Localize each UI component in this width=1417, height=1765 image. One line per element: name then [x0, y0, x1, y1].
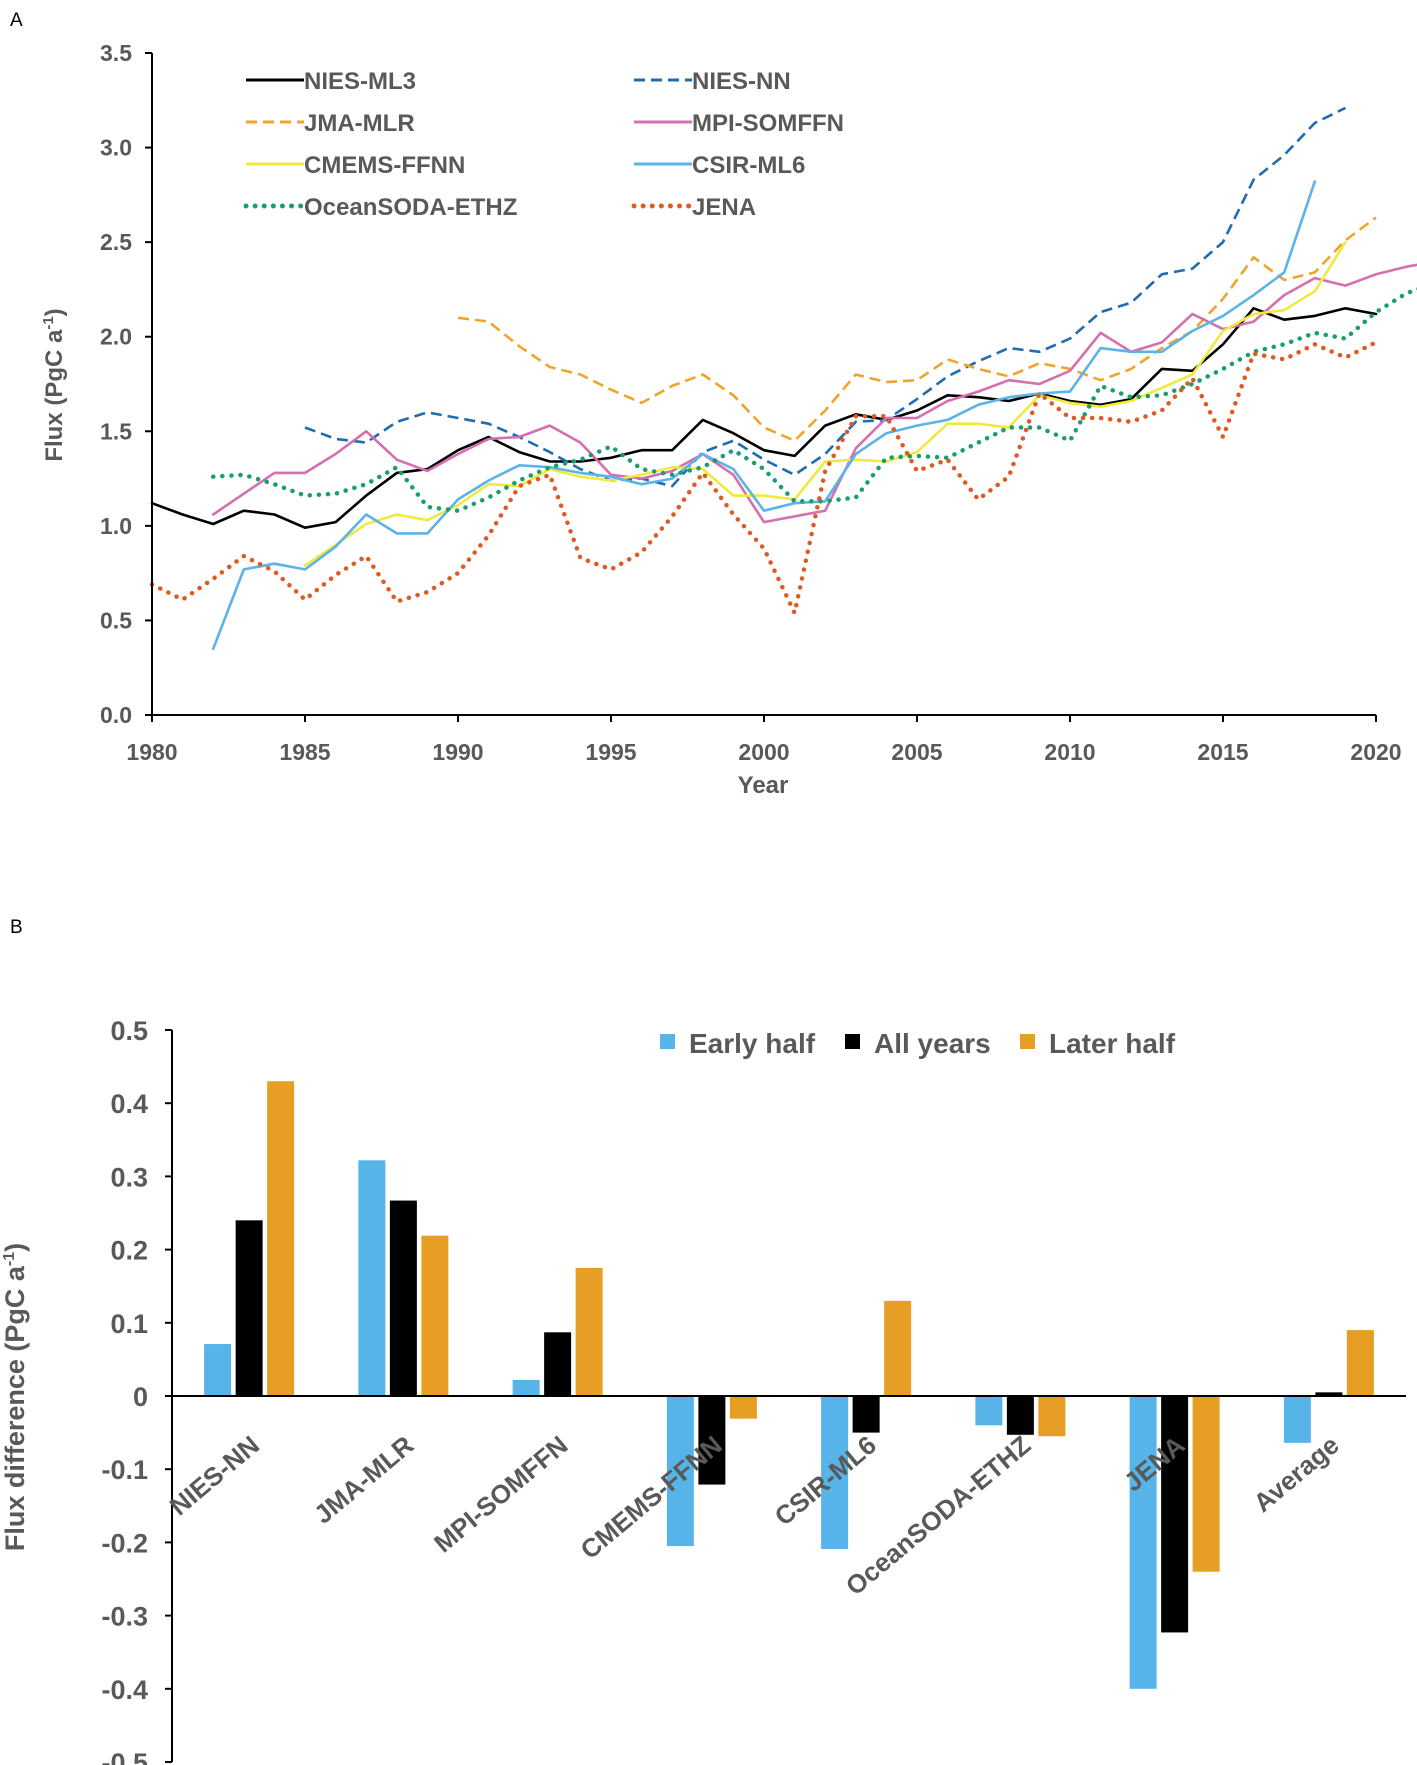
- bar-cmems-ffnn-early-half: [666, 1396, 694, 1547]
- panel-a-y-axis-title: Flux (PgC a-1): [40, 308, 68, 461]
- category-label-jma-mlr: JMA-MLR: [308, 1429, 419, 1529]
- bar-jena-all-years: [1161, 1396, 1189, 1633]
- series-line-mpi-somffn: [211, 263, 1417, 524]
- y-tick-label: 0.3: [110, 1162, 148, 1192]
- legend-label-jma-mlr: JMA-MLR: [304, 110, 415, 137]
- x-tick-label: 2000: [738, 739, 789, 765]
- y-tick-label: -0.4: [101, 1675, 148, 1705]
- y-tick-label: -0.5: [101, 1748, 148, 1765]
- legend-label-nies-nn: NIES-NN: [692, 68, 791, 95]
- legend-label-nies-ml3: NIES-ML3: [304, 68, 416, 95]
- bar-average-early-half: [1283, 1396, 1311, 1443]
- bar-oceansoda-ethz-all-years: [1006, 1396, 1034, 1435]
- x-tick-label: 2015: [1197, 739, 1248, 765]
- category-label-mpi-somffn: MPI-SOMFFN: [428, 1430, 573, 1559]
- panel-b: B 0.5 0.4 0.3 0.2 0.1 0 -0.1 -0.2 -0.3 -0.4 -0.5 N…: [0, 917, 1406, 1765]
- bar-mpi-somffn-all-years: [544, 1332, 572, 1396]
- x-tick-label: 2010: [1044, 739, 1095, 765]
- panel-b-y-ticks: 0.5 0.4 0.3 0.2 0.1 0 -0.1 -0.2 -0.3 -0.4 -0.5: [101, 1016, 172, 1765]
- panel-b-y-title-end: ): [0, 1243, 30, 1252]
- category-label-average: Average: [1248, 1430, 1345, 1518]
- y-tick-label: 1.5: [100, 418, 132, 444]
- x-tick-label: 1980: [126, 739, 177, 765]
- y-tick-label: 0.4: [110, 1089, 148, 1119]
- panel-b-y-axis-title: Flux difference (PgC a-1): [0, 1243, 30, 1551]
- legend-swatch-early-half: [660, 1034, 675, 1049]
- y-tick-label: 0.0: [100, 702, 132, 728]
- legend-label-mpi-somffn: MPI-SOMFFN: [692, 110, 844, 137]
- legend-label-jena: JENA: [692, 194, 756, 221]
- bar-csir-ml6-early-half: [821, 1396, 849, 1549]
- series-line-nies-ml3: [150, 306, 1378, 530]
- legend-label-early-half: Early half: [689, 1028, 816, 1059]
- x-tick-label: 1990: [432, 739, 483, 765]
- bar-jma-mlr-early-half: [358, 1160, 386, 1396]
- panel-a-y-ticks: 0.0 0.5 1.0 1.5 2.0 2.5 3.0 3.5: [100, 40, 152, 728]
- legend-label-cmems-ffnn: CMEMS-FFNN: [304, 152, 465, 179]
- series-line-jma-mlr: [457, 216, 1377, 443]
- series-line-csir-ml6: [211, 180, 1317, 651]
- panel-a-legend: NIES-ML3 NIES-NN JMA-MLR MPI-SOMFFN CMEMS-FF…: [243, 68, 844, 221]
- bar-average-all-years: [1315, 1392, 1343, 1396]
- legend-swatch-later-half: [1020, 1034, 1035, 1049]
- x-tick-label: 2020: [1350, 739, 1401, 765]
- y-tick-label: 2.5: [100, 229, 132, 255]
- panel-b-legend: Early half All years Later half: [660, 1028, 1176, 1059]
- panel-a-y-title-end: ): [41, 308, 68, 316]
- y-tick-label: 0.5: [110, 1016, 148, 1046]
- y-tick-label: -0.1: [101, 1455, 148, 1485]
- y-tick-label: 0.2: [110, 1236, 148, 1266]
- y-tick-label: -0.3: [101, 1602, 148, 1632]
- panel-a-x-axis-title: Year: [738, 772, 789, 799]
- bar-mpi-somffn-early-half: [512, 1379, 540, 1396]
- legend-swatch-all-years: [845, 1034, 860, 1049]
- y-tick-label: 0: [133, 1382, 148, 1412]
- y-tick-label: 0.5: [100, 607, 132, 633]
- bar-oceansoda-ethz-early-half: [975, 1396, 1003, 1426]
- y-tick-label: 3.5: [100, 40, 132, 66]
- legend-label-csir-ml6: CSIR-ML6: [692, 152, 805, 179]
- bar-nies-nn-early-half: [204, 1344, 232, 1396]
- y-tick-label: -0.2: [101, 1528, 148, 1558]
- bar-jma-mlr-later-half: [421, 1235, 449, 1396]
- bar-nies-nn-all-years: [235, 1220, 263, 1396]
- panel-b-bars: [204, 1081, 1374, 1689]
- panel-a-y-title-main: Flux (PgC a: [41, 329, 68, 462]
- y-tick-label: 1.0: [100, 513, 132, 539]
- series-line-oceansoda-ethz: [210, 286, 1417, 513]
- bar-csir-ml6-later-half: [884, 1300, 912, 1396]
- panel-a-y-title-superscript: -1: [40, 316, 57, 329]
- x-tick-label: 1995: [585, 739, 636, 765]
- panel-a-letter: A: [10, 10, 23, 31]
- bar-cmems-ffnn-later-half: [729, 1396, 757, 1419]
- panel-b-y-title-main: Flux difference (PgC a: [0, 1265, 30, 1551]
- bar-jena-later-half: [1192, 1396, 1220, 1572]
- panel-b-y-title-superscript: -1: [1, 1252, 18, 1266]
- legend-label-later-half: Later half: [1049, 1028, 1176, 1059]
- y-tick-label: 2.0: [100, 324, 132, 350]
- panel-b-letter: B: [10, 917, 23, 938]
- bar-cmems-ffnn-all-years: [698, 1396, 726, 1485]
- bar-jena-early-half: [1129, 1396, 1157, 1689]
- y-tick-label: 3.0: [100, 135, 132, 161]
- category-label-cmems-ffnn: CMEMS-FFNN: [575, 1430, 728, 1565]
- series-line-cmems-ffnn: [303, 240, 1347, 567]
- bar-csir-ml6-all-years: [852, 1396, 880, 1433]
- panel-a-x-ticks: 1980 1985 1990 1995 2000 2005 2010 2015 2020: [126, 715, 1402, 765]
- bar-nies-nn-later-half: [267, 1081, 295, 1396]
- x-tick-label: 1985: [279, 739, 330, 765]
- x-tick-label: 2005: [891, 739, 942, 765]
- panel-a: A 0.00.51.01.52.02.53.03.5 1980 1985 1990 1…: [10, 10, 1417, 799]
- y-tick-label: 0.1: [110, 1309, 148, 1339]
- category-label-nies-nn: NIES-NN: [164, 1430, 265, 1522]
- legend-label-all-years: All years: [874, 1028, 991, 1059]
- bar-mpi-somffn-later-half: [575, 1267, 603, 1396]
- legend-label-oceansoda-ethz: OceanSODA-ETHZ: [304, 194, 517, 221]
- bar-jma-mlr-all-years: [389, 1200, 417, 1396]
- bar-average-later-half: [1346, 1330, 1374, 1396]
- bar-oceansoda-ethz-later-half: [1038, 1396, 1066, 1437]
- panel-a-series-lines: [149, 106, 1417, 651]
